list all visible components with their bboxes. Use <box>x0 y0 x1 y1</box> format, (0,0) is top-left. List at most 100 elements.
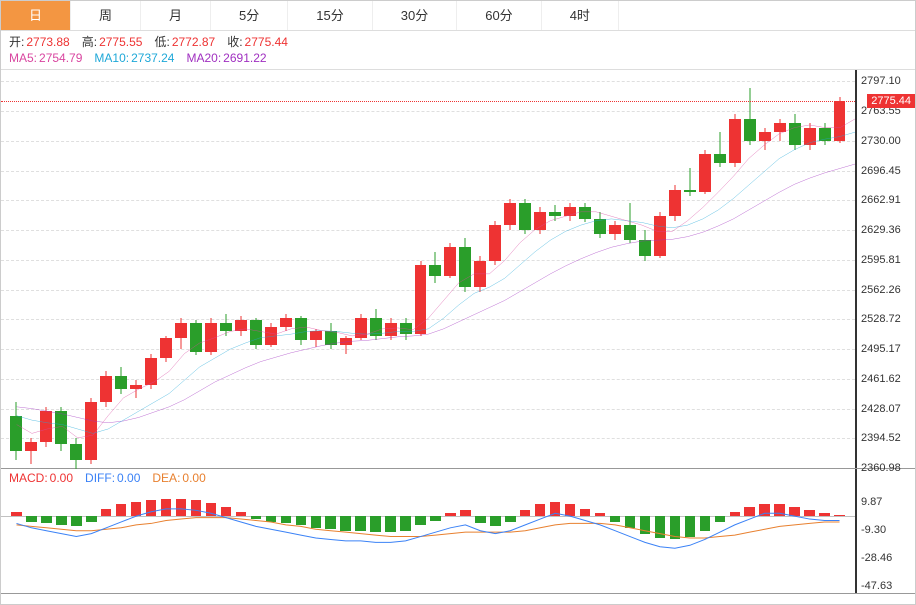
candle <box>428 70 443 468</box>
ma5-value: 2754.79 <box>39 50 82 66</box>
candle <box>323 70 338 468</box>
candle <box>248 70 263 468</box>
candle <box>742 70 757 468</box>
candle <box>174 70 189 468</box>
candle <box>488 70 503 468</box>
candle <box>623 70 638 468</box>
candle <box>667 70 682 468</box>
candle <box>129 70 144 468</box>
tab-5分[interactable]: 5分 <box>211 1 288 30</box>
candle <box>159 70 174 468</box>
candle <box>533 70 548 468</box>
candle <box>383 70 398 468</box>
tab-30分[interactable]: 30分 <box>373 1 457 30</box>
candle <box>503 70 518 468</box>
open-label: 开: <box>9 34 24 50</box>
dea-label: DEA: <box>152 471 180 485</box>
candle <box>293 70 308 468</box>
y-tick: 2797.10 <box>861 75 901 87</box>
candle <box>338 70 353 468</box>
crosshair-line <box>1 101 855 102</box>
candle <box>99 70 114 468</box>
tab-60分[interactable]: 60分 <box>457 1 541 30</box>
tab-15分[interactable]: 15分 <box>288 1 372 30</box>
tab-周[interactable]: 周 <box>71 1 141 30</box>
y-tick: 2696.45 <box>861 165 901 177</box>
candle <box>458 70 473 468</box>
timeframe-tabs: 日周月5分15分30分60分4时 <box>1 1 915 31</box>
candle <box>189 70 204 468</box>
price-tag: 2775.44 <box>867 94 915 108</box>
candle <box>413 70 428 468</box>
candle <box>802 70 817 468</box>
candle <box>69 70 84 468</box>
y-tick: 2394.52 <box>861 432 901 444</box>
close-value: 2775.44 <box>245 34 288 50</box>
candle <box>638 70 653 468</box>
macd-y-tick: -47.63 <box>861 580 892 592</box>
candle <box>563 70 578 468</box>
candle <box>39 70 54 468</box>
y-tick: 2528.72 <box>861 313 901 325</box>
ma10-value: 2737.24 <box>131 50 174 66</box>
high-label: 高: <box>82 34 97 50</box>
diff-value: 0.00 <box>117 471 140 485</box>
close-label: 收: <box>227 34 242 50</box>
candle <box>398 70 413 468</box>
candle <box>817 70 832 468</box>
candle <box>473 70 488 468</box>
y-tick: 2461.62 <box>861 373 901 385</box>
low-label: 低: <box>154 34 169 50</box>
candle <box>593 70 608 468</box>
ma10-label: MA10: <box>94 50 129 66</box>
open-value: 2773.88 <box>26 34 69 50</box>
high-value: 2775.55 <box>99 34 142 50</box>
candle <box>84 70 99 468</box>
macd-label: MACD: <box>9 471 48 485</box>
y-tick: 2662.91 <box>861 194 901 206</box>
candle <box>144 70 159 468</box>
candle <box>518 70 533 468</box>
candle <box>278 70 293 468</box>
candle <box>368 70 383 468</box>
candle <box>548 70 563 468</box>
candle <box>353 70 368 468</box>
info-bar: 开:2773.88 高:2775.55 低:2772.87 收:2775.44 … <box>1 31 915 69</box>
candle <box>757 70 772 468</box>
tab-4时[interactable]: 4时 <box>542 1 619 30</box>
y-tick: 2495.17 <box>861 343 901 355</box>
candle <box>697 70 712 468</box>
candle <box>9 70 24 468</box>
diff-line <box>9 469 847 594</box>
candle <box>712 70 727 468</box>
y-tick: 2562.26 <box>861 284 901 296</box>
macd-value: 0.00 <box>50 471 73 485</box>
candle <box>652 70 667 468</box>
macd-axis: 9.87-9.30-28.46-47.63 <box>855 469 915 593</box>
ma5-label: MA5: <box>9 50 37 66</box>
candle <box>727 70 742 468</box>
diff-label: DIFF: <box>85 471 115 485</box>
candle <box>443 70 458 468</box>
dea-value: 0.00 <box>182 471 205 485</box>
candle <box>682 70 697 468</box>
y-tick: 2730.00 <box>861 135 901 147</box>
tab-日[interactable]: 日 <box>1 1 71 30</box>
macd-y-tick: -28.46 <box>861 552 892 564</box>
chart-container: 日周月5分15分30分60分4时 开:2773.88 高:2775.55 低:2… <box>0 0 916 605</box>
tab-月[interactable]: 月 <box>141 1 211 30</box>
ma20-value: 2691.22 <box>223 50 266 66</box>
candle <box>219 70 234 468</box>
main-chart[interactable]: 2797.102763.552730.002696.452662.912629.… <box>1 69 915 469</box>
candle <box>204 70 219 468</box>
macd-chart[interactable]: MACD:0.00 DIFF:0.00 DEA:0.00 9.87-9.30-2… <box>1 469 915 594</box>
candle <box>233 70 248 468</box>
candle <box>114 70 129 468</box>
y-tick: 2629.36 <box>861 224 901 236</box>
candle <box>263 70 278 468</box>
candle <box>832 70 847 468</box>
y-tick: 2428.07 <box>861 403 901 415</box>
ma20-label: MA20: <box>186 50 221 66</box>
candle <box>772 70 787 468</box>
candle <box>608 70 623 468</box>
